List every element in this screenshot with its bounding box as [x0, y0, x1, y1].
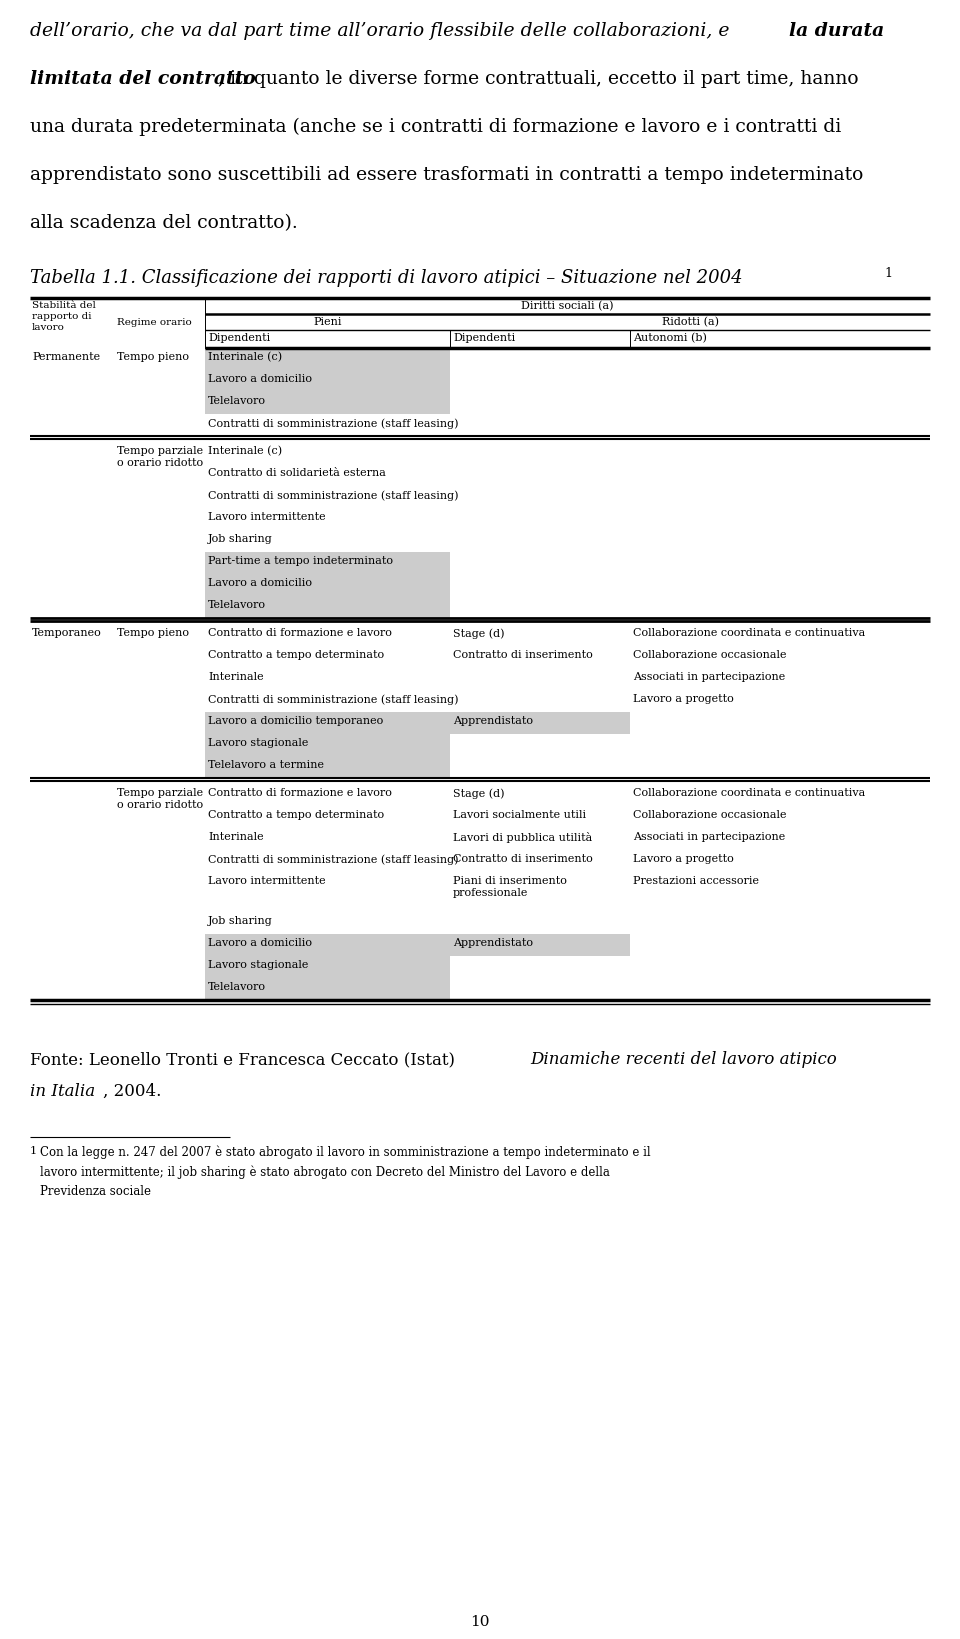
Text: Contratto a tempo determinato: Contratto a tempo determinato: [208, 649, 384, 659]
Text: Contratti di somministrazione (staff leasing): Contratti di somministrazione (staff lea…: [208, 490, 459, 500]
Text: apprendistato sono suscettibili ad essere trasformati in contratti a tempo indet: apprendistato sono suscettibili ad esser…: [30, 166, 863, 184]
Text: in Italia: in Italia: [30, 1082, 95, 1100]
Text: Contratto di formazione e lavoro: Contratto di formazione e lavoro: [208, 628, 392, 638]
Text: Contratto di inserimento: Contratto di inserimento: [453, 649, 592, 659]
Bar: [205, 552, 450, 575]
Text: Temporaneo: Temporaneo: [32, 628, 102, 638]
Text: Stage (d): Stage (d): [453, 628, 505, 638]
Text: Stabilità del
rapporto di
lavoro: Stabilità del rapporto di lavoro: [32, 302, 96, 333]
Text: Dipendenti: Dipendenti: [453, 333, 516, 343]
Text: Telelavoro: Telelavoro: [208, 982, 266, 992]
Text: Diritti sociali (a): Diritti sociali (a): [521, 302, 613, 311]
Text: Interinale (c): Interinale (c): [208, 446, 282, 456]
Text: Tempo parziale
o orario ridotto: Tempo parziale o orario ridotto: [117, 787, 204, 810]
Text: Lavoro a progetto: Lavoro a progetto: [633, 693, 733, 703]
Text: Lavoro a domicilio: Lavoro a domicilio: [208, 938, 312, 947]
Text: Permanente: Permanente: [32, 352, 100, 362]
Bar: [205, 934, 450, 957]
Text: , 2004.: , 2004.: [103, 1082, 161, 1100]
Bar: [450, 713, 630, 734]
Text: alla scadenza del contratto).: alla scadenza del contratto).: [30, 213, 298, 231]
Text: Lavoro a progetto: Lavoro a progetto: [633, 854, 733, 864]
Text: Tempo pieno: Tempo pieno: [117, 352, 189, 362]
Text: Interinale (c): Interinale (c): [208, 352, 282, 362]
Text: Telelavoro: Telelavoro: [208, 600, 266, 610]
Text: la durata: la durata: [789, 21, 884, 39]
Text: Collaborazione occasionale: Collaborazione occasionale: [633, 810, 786, 820]
Text: Contratto di inserimento: Contratto di inserimento: [453, 854, 592, 864]
Text: Pieni: Pieni: [313, 316, 342, 326]
Text: 1: 1: [884, 267, 892, 280]
Text: Piani di inserimento
professionale: Piani di inserimento professionale: [453, 875, 566, 897]
Text: Con la legge n. 247 del 2007 è stato abrogato il lavoro in somministrazione a te: Con la legge n. 247 del 2007 è stato abr…: [40, 1146, 651, 1198]
Text: Tempo parziale
o orario ridotto: Tempo parziale o orario ridotto: [117, 446, 204, 469]
Bar: [205, 370, 450, 393]
Text: Lavoro a domicilio: Lavoro a domicilio: [208, 577, 312, 588]
Bar: [205, 349, 450, 370]
Text: Contratti di somministrazione (staff leasing): Contratti di somministrazione (staff lea…: [208, 418, 459, 428]
Text: Contratto di formazione e lavoro: Contratto di formazione e lavoro: [208, 787, 392, 798]
Text: Apprendistato: Apprendistato: [453, 716, 533, 726]
Text: Collaborazione coordinata e continuativa: Collaborazione coordinata e continuativa: [633, 628, 865, 638]
Text: Prestazioni accessorie: Prestazioni accessorie: [633, 875, 759, 885]
Text: Stage (d): Stage (d): [453, 787, 505, 798]
Text: Contratto di solidarietà esterna: Contratto di solidarietà esterna: [208, 467, 386, 477]
Text: 1: 1: [30, 1146, 37, 1155]
Bar: [205, 978, 450, 1000]
Text: Lavori di pubblica utilità: Lavori di pubblica utilità: [453, 831, 592, 842]
Bar: [205, 575, 450, 597]
Bar: [205, 713, 450, 734]
Text: dell’orario, che va dal part time all’orario flessibile delle collaborazioni, e: dell’orario, che va dal part time all’or…: [30, 21, 735, 39]
Text: 10: 10: [470, 1614, 490, 1628]
Bar: [205, 734, 450, 757]
Text: Dipendenti: Dipendenti: [208, 333, 271, 343]
Text: Job sharing: Job sharing: [208, 534, 273, 544]
Text: Lavoro a domicilio: Lavoro a domicilio: [208, 374, 312, 384]
Text: Lavoro intermittente: Lavoro intermittente: [208, 511, 325, 521]
Text: Lavoro a domicilio temporaneo: Lavoro a domicilio temporaneo: [208, 716, 383, 726]
Text: Telelavoro: Telelavoro: [208, 395, 266, 406]
Text: Fonte: Leonello Tronti e Francesca Ceccato (Istat): Fonte: Leonello Tronti e Francesca Cecca…: [30, 1051, 460, 1067]
Text: Collaborazione occasionale: Collaborazione occasionale: [633, 649, 786, 659]
Text: Lavoro stagionale: Lavoro stagionale: [208, 959, 308, 969]
Text: Regime orario: Regime orario: [117, 318, 192, 326]
Text: limitata del contratto: limitata del contratto: [30, 70, 255, 89]
Bar: [205, 393, 450, 415]
Text: Contratti di somministrazione (staff leasing): Contratti di somministrazione (staff lea…: [208, 693, 459, 705]
Text: Associati in partecipazione: Associati in partecipazione: [633, 672, 785, 682]
Text: Dinamiche recenti del lavoro atipico: Dinamiche recenti del lavoro atipico: [530, 1051, 837, 1067]
Bar: [205, 597, 450, 618]
Text: Tabella 1.1. Classificazione dei rapporti di lavoro atipici – Situazione nel 200: Tabella 1.1. Classificazione dei rapport…: [30, 269, 743, 287]
Text: Job sharing: Job sharing: [208, 916, 273, 926]
Text: Telelavoro a termine: Telelavoro a termine: [208, 759, 324, 770]
Text: una durata predeterminata (anche se i contratti di formazione e lavoro e i contr: una durata predeterminata (anche se i co…: [30, 118, 841, 136]
Text: Tempo pieno: Tempo pieno: [117, 628, 189, 638]
Bar: [205, 757, 450, 779]
Text: Ridotti (a): Ridotti (a): [661, 316, 718, 328]
Text: , in quanto le diverse forme contrattuali, eccetto il part time, hanno: , in quanto le diverse forme contrattual…: [218, 70, 858, 89]
Text: Associati in partecipazione: Associati in partecipazione: [633, 831, 785, 841]
Text: Interinale: Interinale: [208, 831, 264, 841]
Text: Lavori socialmente utili: Lavori socialmente utili: [453, 810, 587, 820]
Text: Apprendistato: Apprendistato: [453, 938, 533, 947]
Bar: [450, 934, 630, 957]
Text: Lavoro stagionale: Lavoro stagionale: [208, 738, 308, 747]
Bar: [205, 957, 450, 978]
Text: Autonomi (b): Autonomi (b): [633, 333, 707, 343]
Text: Contratto a tempo determinato: Contratto a tempo determinato: [208, 810, 384, 820]
Text: Lavoro intermittente: Lavoro intermittente: [208, 875, 325, 885]
Text: Contratti di somministrazione (staff leasing): Contratti di somministrazione (staff lea…: [208, 854, 459, 864]
Text: Part-time a tempo indeterminato: Part-time a tempo indeterminato: [208, 556, 393, 565]
Text: Interinale: Interinale: [208, 672, 264, 682]
Text: Collaborazione coordinata e continuativa: Collaborazione coordinata e continuativa: [633, 787, 865, 798]
